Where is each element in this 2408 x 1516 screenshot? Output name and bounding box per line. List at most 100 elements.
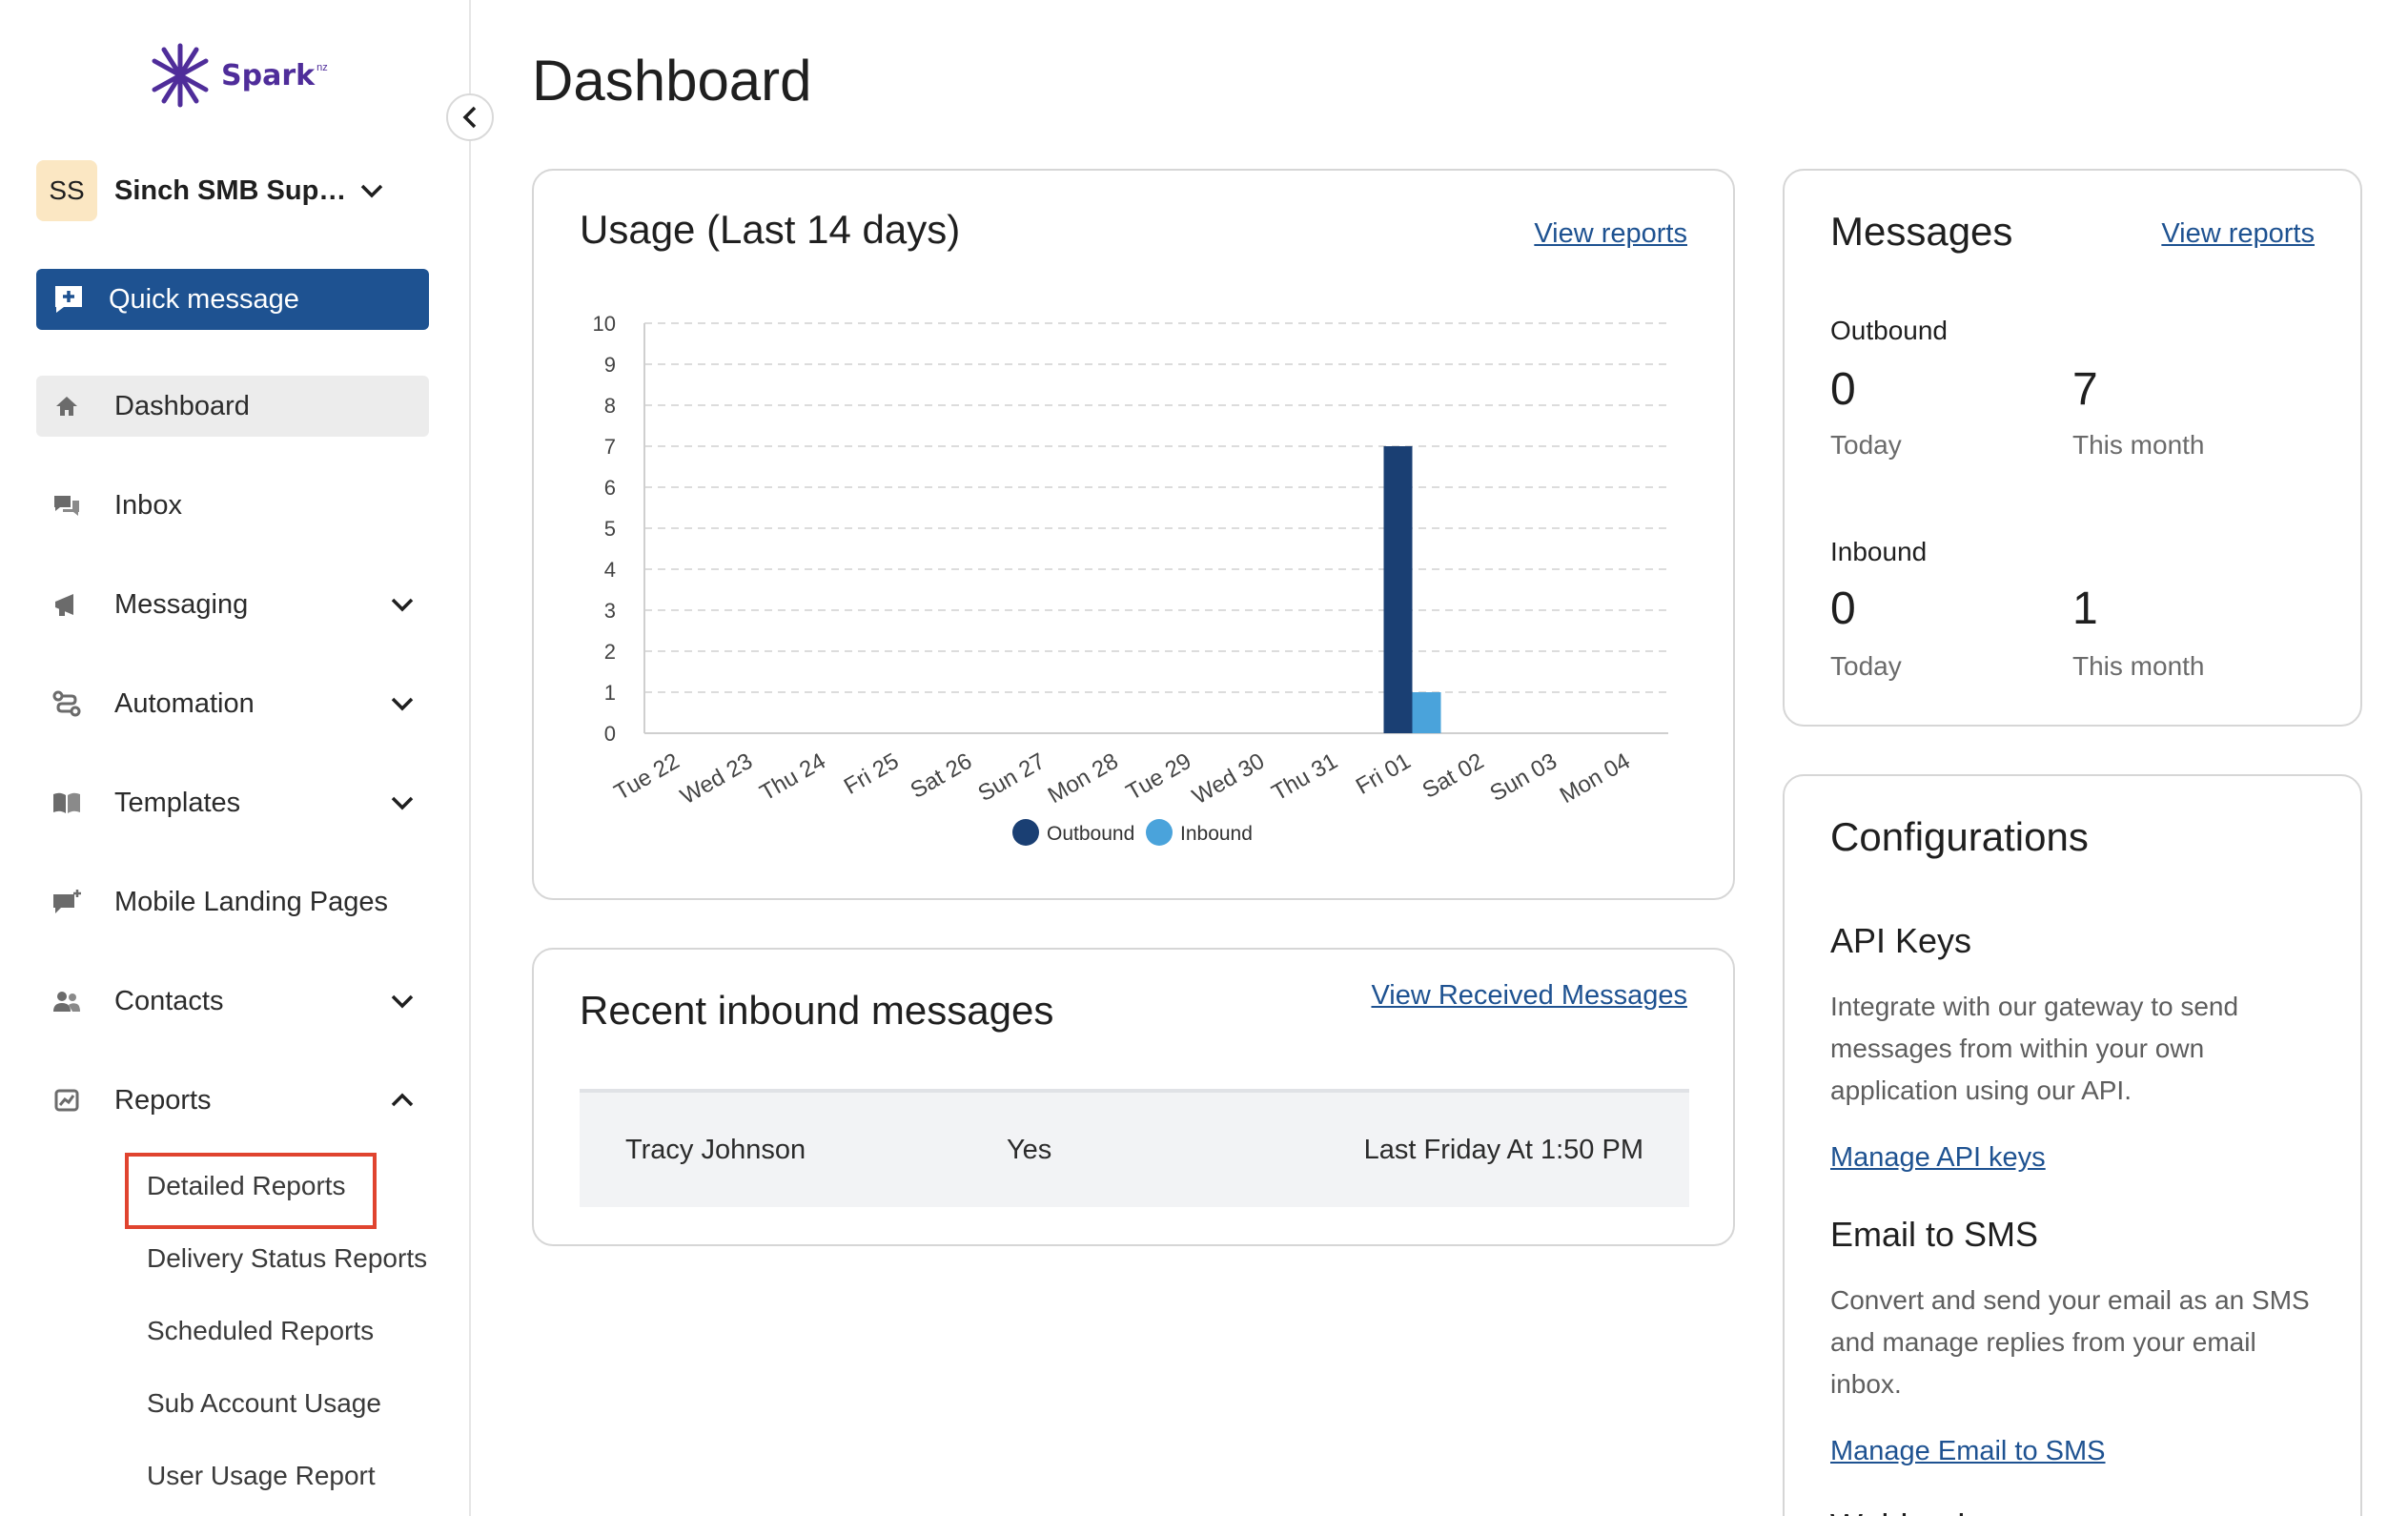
bar-inbound: [1412, 692, 1441, 733]
x-tick-label: Sat 26: [907, 748, 977, 804]
y-tick-label: 3: [604, 599, 616, 623]
sidebar-item-label: Dashboard: [114, 390, 250, 421]
sidebar-item-contacts[interactable]: Contacts: [36, 971, 429, 1032]
x-tick-label: Fri 25: [840, 748, 904, 800]
manage-api-keys-link[interactable]: Manage API keys: [1830, 1142, 2046, 1173]
x-tick-label: Wed 23: [676, 748, 757, 810]
outbound-month-value: 7: [2072, 364, 2098, 415]
sidebar-item-label: Automation: [114, 687, 255, 719]
usage-card-title: Usage (Last 14 days): [580, 207, 961, 252]
sidebar-item-label: Templates: [114, 787, 241, 818]
quick-message-label: Quick message: [109, 283, 299, 315]
configurations-card: Configurations API Keys Integrate with o…: [1783, 774, 2362, 1516]
sidebar-item-templates[interactable]: Templates: [36, 772, 429, 833]
chevron-left-icon: [462, 106, 477, 129]
x-tick-label: Tue 22: [610, 748, 684, 806]
usage-card: Usage (Last 14 days) View reports 0 1 2 3 4 5…: [532, 169, 1735, 900]
x-tick-label: Mon 28: [1044, 748, 1123, 809]
legend-swatch: [1146, 819, 1173, 846]
brand-suffix: nz: [316, 62, 328, 73]
y-tick-label: 6: [604, 476, 616, 500]
sidebar-item-automation[interactable]: Automation: [36, 673, 429, 734]
y-tick-label: 5: [604, 517, 616, 541]
messages-view-reports-link[interactable]: View reports: [2161, 218, 2315, 249]
sender-name: Tracy Johnson: [625, 1135, 806, 1165]
highlight-box: [125, 1153, 377, 1229]
chevron-down-icon: [383, 784, 421, 822]
page-title: Dashboard: [532, 49, 812, 113]
sidebar-subitem-delivery-status-reports[interactable]: Delivery Status Reports: [147, 1243, 428, 1273]
sidebar-item-label: Messaging: [114, 588, 249, 620]
sidebar-subitem-scheduled-reports[interactable]: Scheduled Reports: [147, 1316, 375, 1345]
x-tick-label: Sat 02: [1418, 748, 1489, 804]
manage-email-to-sms-link[interactable]: Manage Email to SMS: [1830, 1436, 2106, 1466]
collapse-sidebar-button[interactable]: [446, 93, 494, 141]
sidebar-item-mobile-landing-pages[interactable]: Mobile Landing Pages: [36, 871, 429, 932]
sidebar-subitem-sub-account-usage[interactable]: Sub Account Usage: [147, 1388, 381, 1418]
chevron-down-icon: [383, 982, 421, 1020]
sidebar-item-label: Mobile Landing Pages: [114, 886, 388, 917]
avatar: SS: [36, 160, 97, 221]
usage-view-reports-link[interactable]: View reports: [1534, 218, 1687, 249]
sidebar-item-label: Reports: [114, 1084, 212, 1116]
outbound-today-value: 0: [1830, 364, 1856, 415]
chevron-up-icon: [383, 1081, 421, 1119]
x-tick-label: Mon 04: [1556, 748, 1635, 809]
book-open-icon: [36, 772, 97, 833]
outbound-month-label: This month: [2072, 430, 2205, 460]
sidebar-item-label: Contacts: [114, 985, 224, 1016]
sidebar-subitem-user-usage-report[interactable]: User Usage Report: [147, 1461, 376, 1490]
x-tick-label: Tue 29: [1122, 748, 1195, 806]
workflow-icon: [36, 673, 97, 734]
chevron-down-icon: [353, 172, 391, 210]
sidebar-item-reports[interactable]: Reports: [36, 1070, 429, 1131]
outbound-today-label: Today: [1830, 430, 1902, 460]
sidebar: Spark nz SS Sinch SMB Supp... Quick mess…: [0, 0, 471, 1516]
webhooks-heading: Webhooks: [1830, 1506, 1991, 1516]
sidebar-subitem-detailed-reports[interactable]: Detailed Reports: [147, 1171, 346, 1200]
brand-name: Spark: [221, 58, 316, 92]
inbound-today-value: 0: [1830, 584, 1856, 634]
api-keys-description: Integrate with our gateway to send messa…: [1830, 992, 2239, 1105]
account-switcher[interactable]: SS Sinch SMB Supp...: [36, 160, 429, 221]
y-tick-label: 2: [604, 640, 616, 664]
y-tick-label: 0: [604, 722, 616, 746]
quick-message-button[interactable]: Quick message: [36, 269, 429, 330]
home-icon: [36, 376, 97, 437]
bar-outbound: [1383, 446, 1413, 733]
inbound-today-label: Today: [1830, 651, 1902, 681]
message-square-plus-icon: [36, 871, 97, 932]
message-time: Last Friday At 1:50 PM: [1363, 1135, 1643, 1165]
x-tick-label: Thu 31: [1268, 748, 1342, 807]
outbound-label: Outbound: [1830, 316, 1948, 345]
y-tick-label: 9: [604, 353, 616, 377]
sidebar-item-inbox[interactable]: Inbox: [36, 475, 429, 536]
view-received-messages-link[interactable]: View Received Messages: [1371, 980, 1687, 1011]
x-tick-label: Thu 24: [756, 748, 830, 807]
messages-card: Messages View reports Outbound 0 7 Today…: [1783, 169, 2362, 727]
message-plus-icon: [51, 282, 86, 317]
recent-inbound-title: Recent inbound messages: [580, 988, 1054, 1033]
legend-swatch: [1012, 819, 1039, 846]
email-to-sms-heading: Email to SMS: [1830, 1215, 2039, 1254]
account-name: Sinch SMB Supp...: [114, 174, 353, 206]
email-to-sms-description: Convert and send your email as an SMS an…: [1830, 1285, 2310, 1399]
inbound-month-value: 1: [2072, 584, 2098, 634]
inbound-label: Inbound: [1830, 537, 1928, 566]
chart-image-icon: [36, 1070, 97, 1131]
chevron-down-icon: [383, 685, 421, 723]
x-tick-label: Fri 01: [1352, 748, 1416, 800]
inbound-month-label: This month: [2072, 651, 2205, 681]
chevron-down-icon: [383, 585, 421, 624]
megaphone-icon: [36, 574, 97, 635]
x-tick-label: Sun 27: [974, 748, 1050, 807]
sidebar-item-messaging[interactable]: Messaging: [36, 574, 429, 635]
users-icon: [36, 971, 97, 1032]
x-tick-label: Wed 30: [1188, 748, 1269, 810]
table-row[interactable]: Tracy Johnson Yes Last Friday At 1:50 PM: [580, 1089, 1689, 1207]
y-tick-label: 4: [604, 558, 616, 582]
sidebar-item-dashboard[interactable]: Dashboard: [36, 376, 429, 437]
sidebar-item-label: Inbox: [114, 489, 182, 521]
brand-logo[interactable]: Spark nz: [147, 42, 328, 109]
